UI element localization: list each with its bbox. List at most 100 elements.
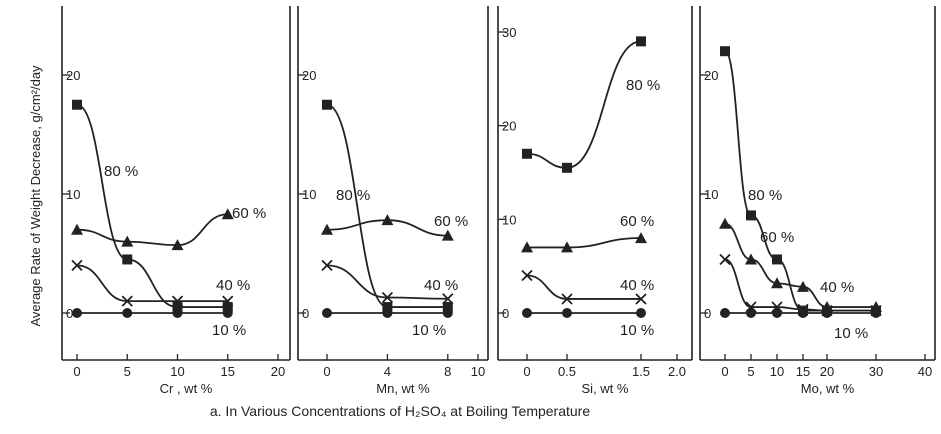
data-point-x <box>521 269 533 282</box>
panel-1: 0 10 20 0 4 8 10 Mn, wt % 80 % 60 % 40 % 10 % <box>297 6 489 396</box>
series-line-60% <box>526 237 642 249</box>
data-point-triangle <box>745 253 757 265</box>
panel-0: 0 10 20 0 5 10 15 20 Cr , wt % 80 % 60 % 40 % 10 % <box>61 6 291 396</box>
series-label-40%: 40 % <box>424 277 458 294</box>
x-tick-label: 5 <box>124 364 131 379</box>
x-tick-label: 0 <box>73 364 80 379</box>
data-point-square <box>322 99 332 110</box>
y-tick-label: 20 <box>66 68 80 83</box>
data-point-square <box>382 302 393 313</box>
y-tick-label: 30 <box>502 25 516 40</box>
data-point-triangle <box>561 241 573 253</box>
data-point-triangle <box>635 232 647 244</box>
series-line-60% <box>76 213 228 247</box>
x-tick-label: 1.5 <box>632 364 650 379</box>
y-tick-label: 0 <box>704 306 711 321</box>
x-tick-label: 20 <box>820 364 834 379</box>
data-point-circle <box>72 308 82 318</box>
x-tick-label: 0.5 <box>558 364 576 379</box>
data-point-circle <box>772 308 782 318</box>
data-point-triangle <box>221 208 234 220</box>
series-label-10%: 10 % <box>620 322 654 339</box>
data-point-triangle <box>719 217 731 229</box>
series-line-80% <box>724 50 876 312</box>
x-axis-label: Mn, wt % <box>376 381 430 396</box>
x-tick-label: 10 <box>770 364 784 379</box>
x-tick-label: 4 <box>384 364 391 379</box>
y-tick-label: 20 <box>704 68 718 83</box>
series-label-60%: 60 % <box>620 213 654 230</box>
data-point-circle <box>871 308 881 318</box>
data-point-square <box>72 99 82 110</box>
data-point-square <box>222 302 233 313</box>
y-tick-label: 10 <box>66 187 80 202</box>
data-point-square <box>122 254 133 265</box>
data-point-triangle <box>171 239 184 251</box>
figure-caption: a. In Various Concentrations of H₂SO₄ at… <box>210 403 590 419</box>
data-point-circle <box>562 308 572 318</box>
x-tick-label: 5 <box>747 364 754 379</box>
series-label-60%: 60 % <box>434 213 468 230</box>
x-tick-label: 15 <box>221 364 235 379</box>
x-tick-label: 20 <box>271 364 285 379</box>
data-point-square <box>720 46 730 57</box>
data-point-x <box>321 259 333 272</box>
x-tick-label: 40 <box>918 364 932 379</box>
data-point-x <box>442 293 454 305</box>
y-tick-label: 0 <box>502 306 509 321</box>
x-tick-label: 8 <box>444 364 451 379</box>
y-tick-label: 0 <box>302 306 309 321</box>
series-label-10%: 10 % <box>834 325 868 342</box>
x-tick-label: 0 <box>721 364 728 379</box>
data-point-x <box>561 293 573 305</box>
data-point-x <box>222 295 234 307</box>
series-label-60%: 60 % <box>760 229 794 246</box>
y-tick-label: 10 <box>502 212 516 227</box>
series-line-80% <box>76 103 228 308</box>
series-label-40%: 40 % <box>820 279 854 296</box>
series-label-60%: 60 % <box>232 205 266 222</box>
data-point-circle <box>798 308 808 318</box>
data-point-x <box>121 295 133 307</box>
series-line-40% <box>76 264 228 302</box>
data-point-triangle <box>381 214 394 226</box>
data-point-circle <box>222 308 233 318</box>
series-label-80%: 80 % <box>336 187 370 204</box>
panel-2: 0 10 20 30 0 0.5 1.5 2.0 Si, wt % 80 % 60 % 40 % 10 … <box>497 6 693 396</box>
y-tick-label: 0 <box>66 306 73 321</box>
series-line-80% <box>326 103 448 308</box>
data-point-circle <box>636 308 646 318</box>
data-point-square <box>772 254 782 265</box>
data-point-triangle <box>521 241 533 253</box>
data-point-square <box>522 148 532 159</box>
panel-3: 0 10 20 0 5 10 15 20 30 40 Mo, wt % 80 % 60 % 40 % 10 … <box>699 6 936 396</box>
series-label-40%: 40 % <box>620 277 654 294</box>
data-point-circle <box>442 308 453 318</box>
data-point-triangle <box>797 280 809 292</box>
data-point-square <box>746 210 756 221</box>
data-point-x <box>71 259 83 272</box>
data-point-circle <box>522 308 532 318</box>
data-point-x <box>719 253 731 266</box>
x-tick-label: 2.0 <box>668 364 686 379</box>
x-tick-label: 10 <box>471 364 485 379</box>
data-point-x <box>171 295 184 307</box>
x-tick-label: 15 <box>796 364 810 379</box>
data-point-circle <box>822 308 832 318</box>
y-tick-label: 20 <box>502 119 516 134</box>
data-point-triangle <box>771 277 783 289</box>
series-line-60% <box>724 222 876 308</box>
y-tick-label: 10 <box>704 187 718 202</box>
series-label-10%: 10 % <box>412 322 446 339</box>
series-line-80% <box>526 40 642 169</box>
data-point-circle <box>122 308 133 318</box>
data-point-circle <box>720 308 730 318</box>
data-point-x <box>381 291 394 304</box>
data-point-circle <box>382 308 393 318</box>
x-axis-label: Si, wt % <box>582 381 629 396</box>
x-tick-label: 0 <box>523 364 530 379</box>
series-label-80%: 80 % <box>104 163 138 180</box>
data-point-triangle <box>321 223 333 235</box>
series-label-80%: 80 % <box>626 77 660 94</box>
